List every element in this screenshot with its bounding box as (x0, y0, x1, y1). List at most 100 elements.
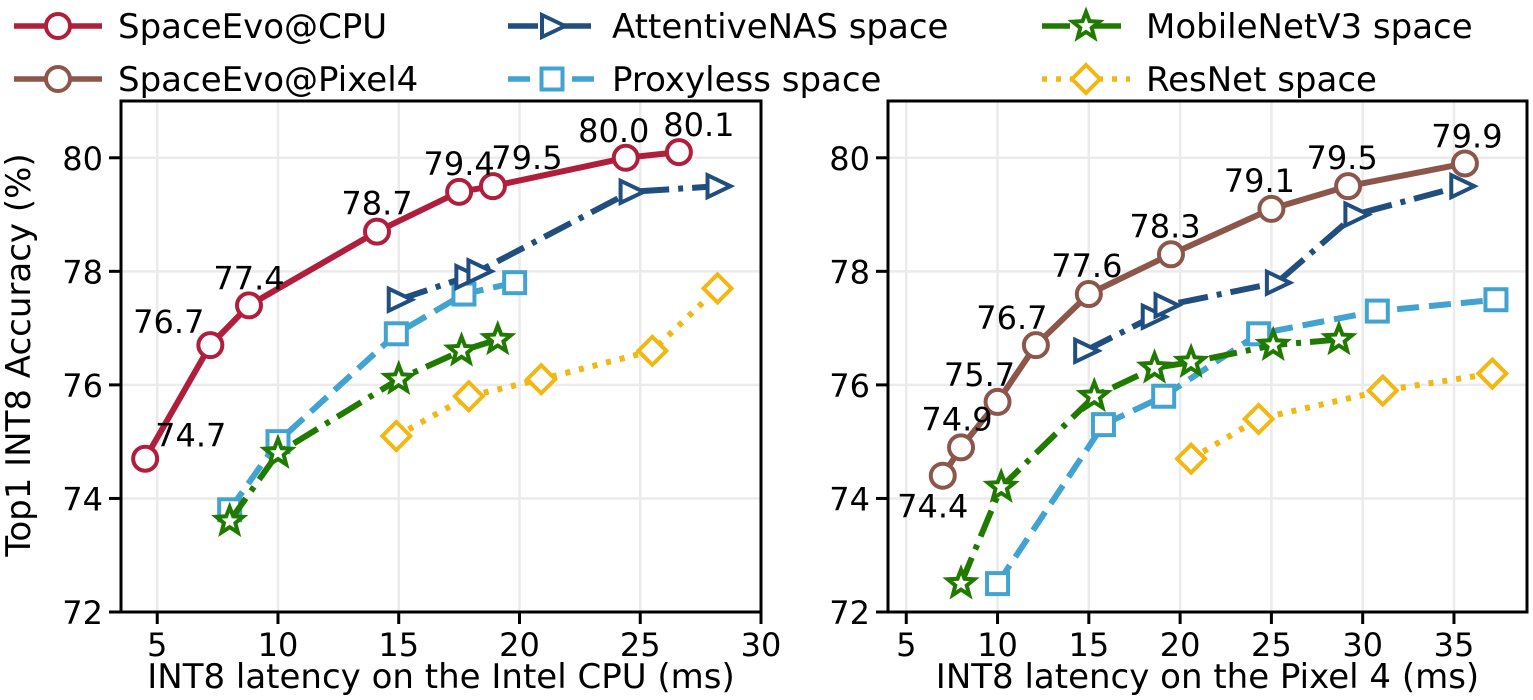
x-tick-label: 15 (1068, 626, 1109, 664)
x-tick-label: 35 (1434, 626, 1475, 664)
data-point-spaceevo (478, 172, 507, 201)
data-label: 74.7 (155, 417, 226, 455)
series-attentivenas-space (386, 171, 736, 314)
legend: SpaceEvo@CPU AttentiveNAS space MobileNetV… (14, 6, 1473, 100)
series-spaceevo-pixel4 (928, 149, 1479, 490)
data-point-mobilenet (1172, 342, 1210, 378)
plot-frame (119, 99, 763, 614)
data-label: 79.4 (423, 145, 494, 183)
data-label: 77.4 (213, 259, 284, 297)
data-point-proxyless (502, 270, 528, 296)
x-tick-label: 30 (1342, 626, 1383, 664)
x-tick-label: 5 (147, 626, 167, 664)
x-tick-label: 25 (620, 626, 661, 664)
data-point-proxyless (1483, 287, 1509, 313)
x-tick-label: 5 (896, 626, 916, 664)
data-label: 79.5 (491, 139, 562, 177)
x-axis-label: INT8 latency on the Intel CPU (ms) (147, 657, 735, 697)
data-label: 74.4 (897, 488, 968, 526)
x-tick-label: 10 (977, 626, 1018, 664)
data-point-spaceevo (235, 291, 263, 320)
axes: 5 10 15 20 25 30 72 74 76 78 80 INT8 latency on the… (62, 140, 781, 697)
y-tick-label: 76 (829, 367, 870, 405)
y-axis-label: Top1 INT8 Accuracy (%) (0, 153, 39, 557)
data-point-resnet (524, 362, 559, 397)
data-point-pixel4 (928, 461, 957, 490)
data-point-mobilenet (1135, 348, 1174, 384)
legend-marker-pixel4 (44, 65, 72, 93)
y-tick-label: 74 (62, 480, 103, 518)
data-label: 79.9 (1431, 117, 1502, 155)
data-label: 77.6 (1051, 247, 1122, 285)
y-tick-label: 78 (62, 253, 103, 291)
y-tick-label: 78 (829, 253, 870, 291)
data-label: 79.5 (1306, 139, 1377, 177)
y-tick-label: 80 (829, 140, 870, 178)
data-labels: 74.4 74.9 75.7 76.777.678.3 79.1 79.5 79.9 (897, 117, 1502, 525)
legend-label-spaceevo: SpaceEvo@CPU (118, 7, 387, 47)
data-point-mobilenet (1254, 325, 1292, 361)
data-point-proxyless (1151, 383, 1177, 409)
data-point-spaceevo (363, 217, 391, 246)
data-point-attentive (618, 177, 649, 207)
legend-entry-pixel4: SpaceEvo@Pixel4 (14, 60, 418, 100)
data-label: 74.9 (921, 400, 992, 438)
data-point-attentive (1264, 268, 1295, 297)
legend-marker-spaceevo (44, 12, 72, 40)
data-point-mobilenet (211, 501, 249, 537)
y-tick-label: 74 (829, 480, 870, 518)
x-tick-label: 30 (741, 626, 782, 664)
data-point-resnet (379, 419, 414, 453)
data-point-spaceevo (131, 444, 160, 473)
data-point-mobilenet (380, 359, 418, 396)
legend-marker-proxyless (539, 66, 565, 92)
series-proxyless-space (985, 287, 1509, 597)
data-point-attentive (1073, 336, 1103, 365)
data-point-pixel4 (1021, 331, 1050, 360)
data-point-resnet (451, 379, 486, 414)
x-tick-label: 20 (499, 626, 540, 664)
data-point-pixel4 (983, 387, 1012, 416)
series-line-resnet-space (1189, 370, 1493, 462)
data-point-attentive (705, 171, 736, 201)
y-tick-label: 72 (829, 594, 870, 632)
data-label: 79.1 (1224, 162, 1295, 200)
data-point-pixel4 (1074, 280, 1103, 309)
legend-entry-attentive: AttentiveNAS space (508, 7, 948, 47)
data-label: 75.7 (944, 356, 1015, 394)
data-point-mobilenet (942, 564, 980, 600)
data-point-resnet (1241, 402, 1276, 436)
data-point-mobilenet (1075, 376, 1113, 413)
data-point-mobilenet (1320, 319, 1358, 356)
data-label: 78.7 (341, 185, 412, 223)
data-point-spaceevo (445, 177, 474, 206)
x-tick-label: 15 (378, 626, 419, 664)
legend-marker-mobilenet (1067, 6, 1105, 42)
series-spaceevo-cpu (131, 138, 693, 473)
data-point-pixel4 (1257, 194, 1286, 223)
data-label: 76.7 (976, 299, 1047, 337)
legend-entry-resnet: ResNet space (1042, 60, 1377, 100)
data-point-mobilenet (479, 319, 517, 356)
data-point-resnet (1475, 356, 1510, 391)
plot-frame (886, 99, 1529, 614)
data-point-pixel4 (947, 433, 976, 462)
data-point-pixel4 (1334, 172, 1363, 201)
y-tick-label: 76 (62, 367, 103, 405)
data-point-attentive (1343, 200, 1374, 229)
data-labels: 74.7 76.777.4 78.7 79.479.5 80.0 80.1 (133, 106, 734, 455)
data-point-resnet (635, 333, 670, 368)
data-label: 80.1 (663, 106, 734, 144)
legend-label-pixel4: SpaceEvo@Pixel4 (118, 60, 418, 100)
series-resnet-space (1174, 356, 1510, 476)
legend-entry-mobilenet: MobileNetV3 space (1042, 6, 1473, 47)
series-resnet-space (379, 271, 735, 453)
data-point-proxyless (1364, 298, 1390, 324)
legend-marker-attentive (540, 11, 570, 41)
data-point-attentive (386, 285, 417, 314)
legend-label-resnet: ResNet space (1146, 60, 1377, 100)
data-label: 76.7 (133, 303, 204, 341)
legend-label-proxyless: Proxyless space (612, 60, 881, 100)
pixel4-latency-plot: 5 10 15 20 25 30 35 72 74 76 78 80 INT8 latency on t… (829, 99, 1529, 697)
